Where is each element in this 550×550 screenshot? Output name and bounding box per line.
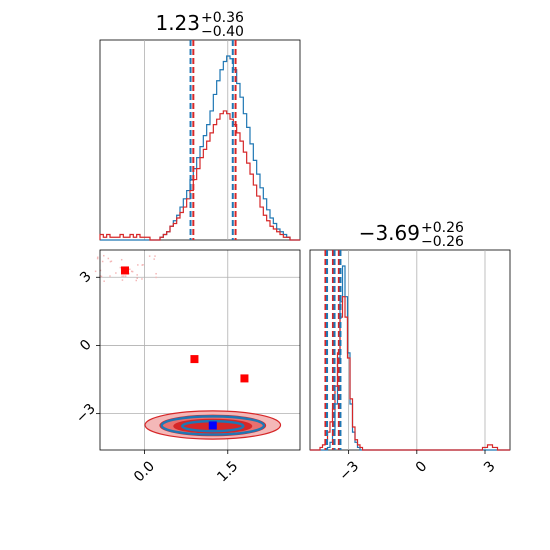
marginal-y-x-ticks: −3 0 3 [336,450,499,484]
joint-outlier-sample [155,272,157,275]
joint-y-tick-label: 3 [77,268,95,286]
joint-outlier-sample [154,255,156,257]
joint-outlier-sample [96,256,99,259]
marginal-y-title-sup: +0.26 [421,220,464,236]
joint-outlier-sample [148,255,151,257]
joint-outlier-sample [136,277,138,280]
joint-point-0 [121,266,129,275]
joint-outlier-sample [115,272,117,274]
joint-outlier-sample [130,270,133,273]
joint-y-tick-label: −3 [73,401,99,427]
joint-outlier-sample [124,275,127,277]
marginal-x-title-sub: −0.40 [201,24,244,40]
marginal-y-quantile-lines [324,250,342,450]
marginal-x-histogram-series-0 [100,55,300,241]
joint-panel: 0.0 1.5 3 0 −3 [73,249,301,485]
joint-outlier-sample [103,280,105,282]
joint-y-ticks: 3 0 −3 [73,268,100,427]
joint-outlier-sample [103,254,105,257]
joint-outlier-sample [109,275,111,277]
joint-contour-blue-3 [160,415,266,436]
marginal-x-grid [144,40,229,240]
marginal-y-x-tick-label: −3 [336,458,362,484]
joint-x-tick-label: 0.0 [131,458,158,485]
joint-outlier-sample [99,269,102,272]
joint-outlier-sample [141,264,143,266]
joint-outlier-sample [123,275,125,277]
joint-outlier-sample [153,258,155,260]
marginal-y-title-value: −3.69 [359,221,420,245]
joint-outlier-sample [96,257,99,260]
marginal-x-histogram-series-1 [99,110,300,241]
joint-outlier-sample [119,266,122,269]
joint-points [121,266,249,430]
joint-contour-blue-4 [181,419,245,433]
joint-outlier-sample [129,268,131,271]
marginal-y-x-tick-label: 3 [481,458,499,476]
marginal-x-quantile-lines [189,40,237,240]
marginal-y-x-tick-label: 0 [413,458,431,476]
joint-outlier-sample [141,278,143,280]
joint-x-ticks: 0.0 1.5 [131,450,241,485]
marginal-x-axes-frame [99,39,301,241]
joint-outlier-sample [155,276,157,279]
marginal-x-title: 1.23 [155,11,200,35]
joint-outlier-sample [137,264,139,266]
marginal-y-title: −3.69 [359,221,420,245]
marginal-x-panel: 1.23 +0.36 −0.40 [99,10,301,241]
joint-y-tick-label: 0 [77,337,95,355]
joint-outlier-sample [136,274,138,276]
joint-outlier-sample [101,260,104,263]
joint-outlier-sample [100,275,103,278]
marginal-x-title-value: 1.23 [155,11,200,35]
marginal-y-panel: −3 0 3 −3.69 +0.26 −0.26 [309,220,511,484]
joint-outlier-sample [135,279,137,282]
marginal-y-title-sub: −0.26 [421,234,464,250]
joint-outlier-sample [107,257,110,260]
joint-x-tick-label: 1.5 [214,458,241,485]
joint-point-2 [240,374,249,383]
joint-outlier-sample [142,264,144,266]
joint-outlier-sample [110,260,113,263]
marginal-y-grid [348,250,486,450]
marginal-x-histograms [99,55,300,241]
joint-outlier-sample [120,258,123,261]
marginal-x-title-sup: +0.36 [201,10,244,26]
joint-axes-frame [99,249,301,451]
joint-point-1 [190,355,199,364]
joint-outlier-sample [121,275,123,277]
joint-outlier-sample [94,270,97,273]
joint-outlier-sample [121,279,124,281]
joint-outlier-sample [131,270,134,273]
joint-outlier-sample [109,260,112,263]
joint-point-3 [208,421,217,430]
